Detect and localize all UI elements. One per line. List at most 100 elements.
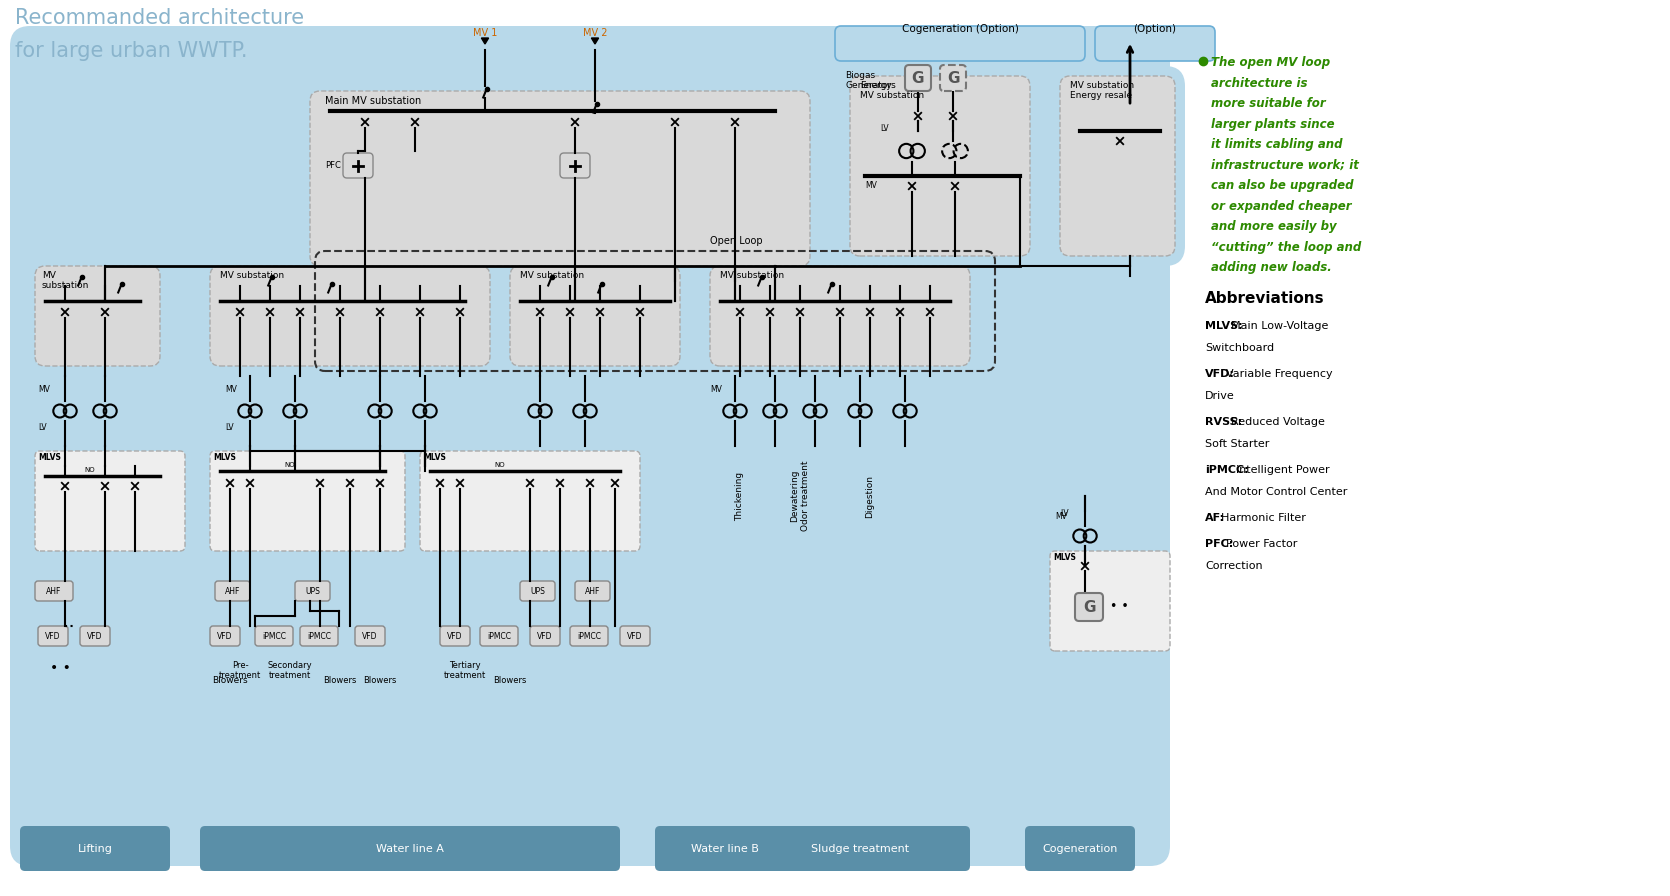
Text: MLVS:: MLVS: [1206,321,1242,331]
Text: G: G [912,71,924,85]
Text: Digestion: Digestion [865,475,875,518]
Text: iPMCC: iPMCC [488,632,511,641]
Text: larger plants since: larger plants since [1211,117,1334,131]
Polygon shape [591,38,598,44]
Text: AHF: AHF [47,587,62,596]
FancyBboxPatch shape [200,371,680,806]
FancyBboxPatch shape [35,266,160,366]
Text: MV 2: MV 2 [583,28,608,38]
Text: iPMCC: iPMCC [307,632,331,641]
Text: Blowers: Blowers [364,676,397,685]
Text: Correction: Correction [1206,561,1263,571]
Text: or expanded cheaper: or expanded cheaper [1211,200,1351,212]
Text: more suitable for: more suitable for [1211,97,1326,110]
Text: LV: LV [225,423,234,432]
FancyBboxPatch shape [210,266,489,366]
Text: for large urban WWTP.: for large urban WWTP. [15,41,247,61]
Text: Harmonic Filter: Harmonic Filter [1221,513,1306,523]
FancyBboxPatch shape [529,626,559,646]
FancyBboxPatch shape [479,626,518,646]
Text: Main MV substation: Main MV substation [326,96,421,106]
Text: Blowers: Blowers [493,676,526,685]
FancyBboxPatch shape [499,256,690,376]
FancyBboxPatch shape [80,626,110,646]
FancyBboxPatch shape [25,371,185,806]
FancyBboxPatch shape [311,91,810,266]
Text: G: G [1082,599,1096,615]
FancyBboxPatch shape [695,371,885,806]
Text: Power Factor: Power Factor [1226,539,1298,549]
Text: MV: MV [710,385,721,394]
Text: MV substation: MV substation [220,271,284,280]
Text: Cogeneration (Option): Cogeneration (Option) [902,24,1019,34]
FancyBboxPatch shape [210,451,406,551]
FancyBboxPatch shape [835,26,1086,61]
FancyBboxPatch shape [1050,551,1171,651]
FancyBboxPatch shape [700,371,970,806]
Text: MLVS: MLVS [423,453,446,462]
FancyBboxPatch shape [574,581,610,601]
Text: Tertiary
treatment: Tertiary treatment [444,661,486,680]
FancyBboxPatch shape [1060,76,1176,256]
Text: Soft Starter: Soft Starter [1206,439,1269,449]
Text: Reduced Voltage: Reduced Voltage [1231,417,1324,427]
Text: iPMCC: iPMCC [262,632,286,641]
Text: • •: • • [50,661,70,675]
Text: AHF: AHF [225,587,240,596]
FancyBboxPatch shape [569,626,608,646]
Text: VFD: VFD [217,632,232,641]
Text: Abbreviations: Abbreviations [1206,291,1324,306]
Text: VFD: VFD [87,632,104,641]
Text: LV: LV [38,423,47,432]
Polygon shape [481,38,489,44]
Text: intelligent Power: intelligent Power [1236,465,1329,475]
FancyBboxPatch shape [38,626,68,646]
Text: and more easily by: and more easily by [1211,220,1336,233]
FancyBboxPatch shape [940,65,965,91]
Text: Blowers: Blowers [212,676,247,685]
Text: RVSS:: RVSS: [1206,417,1242,427]
Text: G: G [947,71,959,85]
FancyBboxPatch shape [509,266,680,366]
Text: PFC: PFC [326,161,341,170]
Text: AF:: AF: [1206,513,1226,523]
Text: VFD: VFD [448,632,463,641]
Text: Dewatering
Odor treatment: Dewatering Odor treatment [790,461,810,531]
Text: Thickening: Thickening [735,471,745,521]
Text: Energy
MV substation: Energy MV substation [860,81,924,100]
Text: Open Loop: Open Loop [710,236,763,246]
Text: architecture is: architecture is [1211,76,1308,90]
FancyBboxPatch shape [980,371,1166,806]
Text: MLVS: MLVS [214,453,235,462]
Text: Main Low-Voltage: Main Low-Voltage [1231,321,1328,331]
Text: NO: NO [494,462,506,468]
FancyBboxPatch shape [25,256,170,376]
Text: MV: MV [865,181,877,190]
Text: Sludge treatment: Sludge treatment [812,843,908,854]
Text: iPMCC: iPMCC [578,632,601,641]
Text: • •: • • [1111,599,1129,613]
FancyBboxPatch shape [700,256,980,376]
Text: MV: MV [1055,512,1067,521]
Text: Blowers: Blowers [324,676,357,685]
FancyBboxPatch shape [10,26,1171,866]
Text: VFD: VFD [538,632,553,641]
FancyBboxPatch shape [655,826,795,871]
FancyBboxPatch shape [710,266,970,366]
FancyBboxPatch shape [620,626,650,646]
FancyBboxPatch shape [1096,26,1216,61]
Text: UPS: UPS [306,587,321,596]
FancyBboxPatch shape [850,76,1030,256]
Text: MV: MV [38,385,50,394]
Text: The open MV loop: The open MV loop [1211,56,1329,69]
FancyBboxPatch shape [215,581,250,601]
Text: Water line A: Water line A [376,843,444,854]
FancyBboxPatch shape [750,826,970,871]
Text: Drive: Drive [1206,391,1234,401]
Text: (Option): (Option) [1134,24,1176,34]
FancyBboxPatch shape [1050,66,1186,266]
FancyBboxPatch shape [200,826,620,871]
Text: MV substation
Energy resale: MV substation Energy resale [1070,81,1134,100]
FancyBboxPatch shape [296,81,825,281]
Text: Pre-
treatment: Pre- treatment [219,661,261,680]
